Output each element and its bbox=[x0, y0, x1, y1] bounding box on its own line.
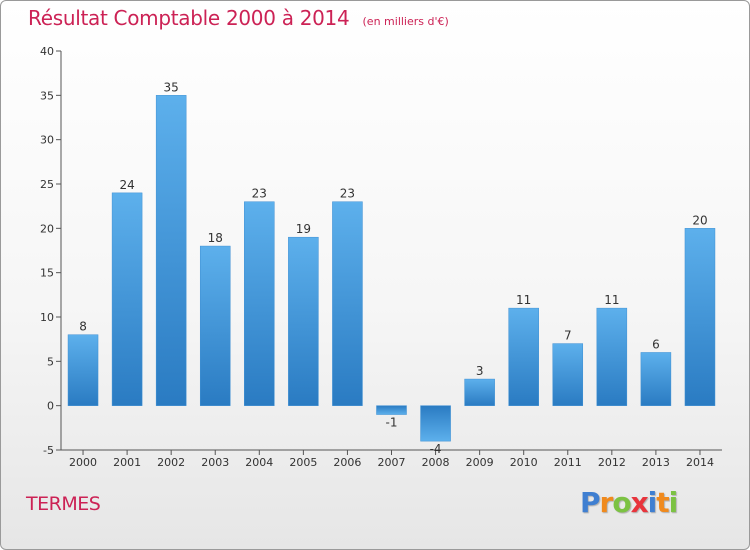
x-tick-label: 2010 bbox=[510, 456, 538, 469]
title-row: Résultat Comptable 2000 à 2014 (en milli… bbox=[28, 6, 449, 30]
x-tick-label: 2004 bbox=[245, 456, 273, 469]
bar-2010 bbox=[508, 307, 539, 406]
x-tick-label: 2014 bbox=[686, 456, 714, 469]
logo-letter: i bbox=[668, 486, 679, 519]
data-label-2001: 24 bbox=[119, 178, 134, 192]
data-label-2012: 11 bbox=[604, 293, 619, 307]
bar-2014 bbox=[684, 228, 716, 406]
bar-2001 bbox=[111, 192, 143, 406]
y-tick-label: -5 bbox=[43, 444, 54, 457]
x-tick-label: 2002 bbox=[157, 456, 185, 469]
data-label-2013: 6 bbox=[652, 337, 660, 351]
logo-letter: r bbox=[599, 486, 614, 519]
y-tick-label: 30 bbox=[40, 134, 54, 147]
bar-2004 bbox=[244, 201, 275, 406]
logo-letter: x bbox=[630, 486, 649, 519]
y-tick-label: 15 bbox=[40, 267, 54, 280]
bar-2007 bbox=[376, 405, 407, 415]
data-label-2004: 23 bbox=[252, 187, 267, 201]
data-label-2007: -1 bbox=[386, 416, 398, 430]
y-tick-label: 20 bbox=[40, 222, 54, 235]
bar-2000 bbox=[67, 334, 99, 406]
y-tick-label: 40 bbox=[40, 45, 54, 58]
x-tick-label: 2013 bbox=[642, 456, 670, 469]
data-label-2011: 7 bbox=[564, 329, 572, 343]
x-tick-label: 2008 bbox=[422, 456, 450, 469]
data-label-2002: 35 bbox=[164, 80, 179, 94]
data-label-2014: 20 bbox=[692, 213, 707, 227]
y-tick-label: 5 bbox=[47, 355, 54, 368]
data-label-2005: 19 bbox=[296, 222, 311, 236]
data-labels: 8 24 35 18 23 19 23 -1 -4 3 11 7 11 6 20 bbox=[79, 80, 707, 456]
x-tick-label: 2000 bbox=[69, 456, 97, 469]
bar-2005 bbox=[288, 236, 319, 406]
x-tick-label: 2011 bbox=[554, 456, 582, 469]
bar-2003 bbox=[199, 245, 231, 406]
bar-2013 bbox=[640, 352, 672, 406]
logo-letter: i bbox=[647, 486, 658, 519]
bar-2006 bbox=[332, 201, 363, 406]
x-tick-label: 2001 bbox=[113, 456, 141, 469]
data-label-2009: 3 bbox=[476, 364, 484, 378]
bar-2011 bbox=[552, 343, 584, 406]
logo-letter: t bbox=[656, 486, 669, 519]
data-label-2008: -4 bbox=[430, 442, 442, 456]
bars bbox=[67, 95, 716, 442]
logo-letter: P bbox=[580, 486, 601, 519]
x-tick-label: 2005 bbox=[289, 456, 317, 469]
proxiti-logo: Proxiti bbox=[580, 486, 679, 519]
y-tick-label: 0 bbox=[47, 400, 54, 413]
bar-2009 bbox=[464, 378, 495, 406]
x-tick-label: 2012 bbox=[598, 456, 626, 469]
logo-letter: o bbox=[612, 486, 631, 519]
bar-2008 bbox=[420, 405, 451, 442]
x-tick-label: 2007 bbox=[378, 456, 406, 469]
y-tick-label: 35 bbox=[40, 89, 54, 102]
x-tick-label: 2006 bbox=[333, 456, 361, 469]
y-tick-label: 25 bbox=[40, 178, 54, 191]
chart-title: Résultat Comptable 2000 à 2014 bbox=[28, 6, 350, 30]
commune-name: TERMES bbox=[26, 493, 101, 515]
axes: -5 0 5 10 15 20 25 30 35 40 2000 2001 2002 2003 2004 20… bbox=[40, 45, 722, 469]
x-tick-label: 2003 bbox=[201, 456, 229, 469]
bar-2002 bbox=[155, 95, 187, 406]
data-label-2000: 8 bbox=[79, 320, 87, 334]
y-tick-label: 10 bbox=[40, 311, 54, 324]
data-label-2010: 11 bbox=[516, 293, 531, 307]
chart-subtitle: (en milliers d'€) bbox=[362, 15, 449, 28]
data-label-2003: 18 bbox=[208, 231, 223, 245]
bar-2012 bbox=[596, 307, 628, 406]
x-tick-label: 2009 bbox=[466, 456, 494, 469]
data-label-2006: 23 bbox=[340, 187, 355, 201]
